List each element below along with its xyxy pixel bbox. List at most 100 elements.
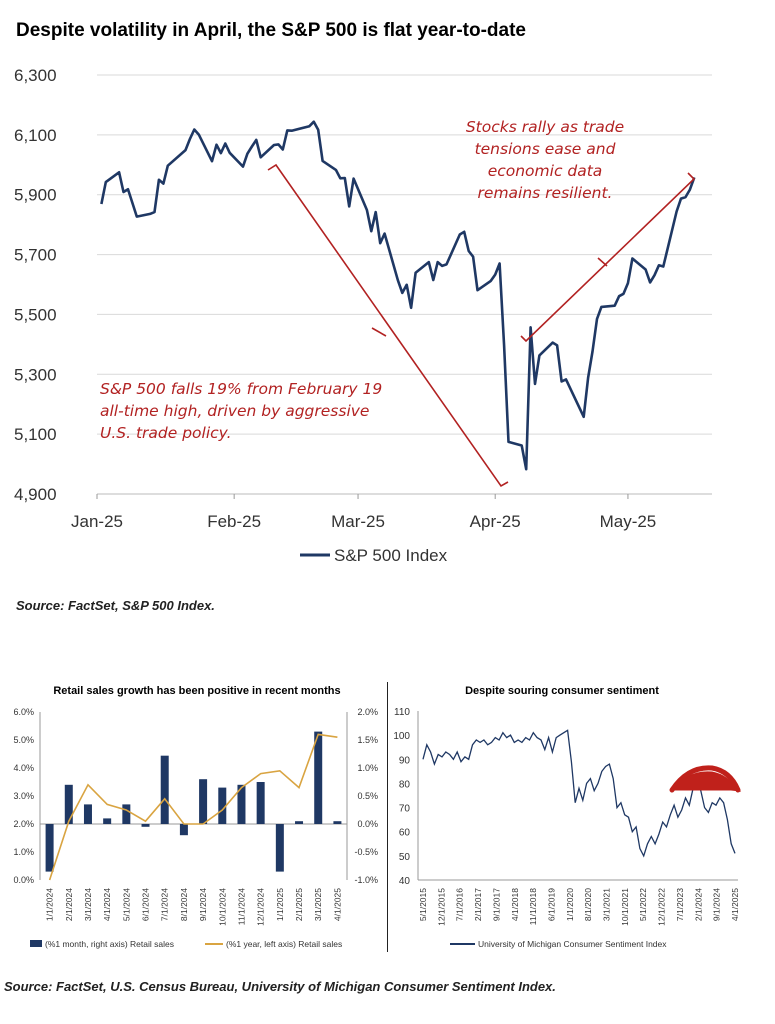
x-tick-label: 3/1/2025 (313, 888, 323, 921)
y-right-tick-label: 0.0% (357, 819, 378, 829)
y-right-tick-label: 2.0% (357, 707, 378, 717)
legend-label: S&P 500 Index (334, 546, 448, 565)
rally-annotation-line: Stocks rally as trade (465, 118, 625, 136)
x-tick-label: 9/1/2024 (712, 888, 722, 921)
x-tick-label: 3/1/2024 (83, 888, 93, 921)
x-tick-label: 12/1/2024 (256, 888, 266, 926)
y-tick-label: 100 (393, 731, 410, 742)
y-tick-label: 80 (399, 779, 411, 790)
x-tick-label: 12/1/2015 (436, 888, 446, 926)
x-tick-label: 2/1/2017 (473, 888, 483, 921)
y-tick-label: 5,500 (14, 305, 57, 324)
retail-month-bar (314, 731, 323, 824)
y-tick-label: 5,300 (14, 365, 57, 384)
x-tick-label: 10/1/2021 (620, 888, 630, 926)
x-tick-label: 7/1/2024 (160, 888, 170, 921)
chart-divider (387, 682, 388, 952)
y-left-tick-label: 0.0% (13, 875, 34, 885)
x-tick-label: 4/1/2024 (102, 888, 112, 921)
x-tick-label: 8/1/2024 (179, 888, 189, 921)
retail-month-bar (199, 779, 208, 824)
retail-year-line (48, 733, 338, 881)
rally-annotation-line: tensions ease and (474, 140, 616, 158)
sentiment-line (422, 729, 736, 858)
rally-bracket (520, 172, 696, 343)
source-note: Source: FactSet, U.S. Census Bureau, Uni… (4, 979, 556, 994)
x-tick-label: 2/1/2025 (294, 888, 304, 921)
x-tick-label: Jan-25 (71, 512, 123, 531)
y-left-tick-label: 5.0% (13, 735, 34, 745)
x-tick-label: 7/1/2023 (675, 888, 685, 921)
chart-title: Despite volatility in April, the S&P 500… (16, 20, 526, 41)
x-tick-label: 4/1/2018 (510, 888, 520, 921)
legend-label: (%1 month, right axis) Retail sales (45, 939, 174, 949)
x-tick-label: May-25 (600, 512, 657, 531)
legend-swatch (30, 940, 42, 947)
fall-annotation-line: all-time high, driven by aggressive (100, 402, 370, 420)
legend-label: University of Michigan Consumer Sentimen… (478, 939, 667, 949)
retail-month-bar (218, 787, 227, 824)
x-tick-label: 1/1/2025 (275, 888, 285, 921)
x-tick-label: 2/1/2024 (64, 888, 74, 921)
fall-annotation-line: U.S. trade policy. (100, 424, 232, 442)
y-right-tick-label: -1.0% (354, 875, 378, 885)
x-tick-label: 1/1/2020 (565, 888, 575, 921)
retail-month-bar (179, 824, 188, 836)
y-tick-label: 5,100 (14, 425, 57, 444)
x-tick-label: 1/1/2024 (45, 888, 55, 921)
retail-month-bar (122, 804, 131, 824)
retail-month-bar (256, 782, 265, 824)
retail-month-bar (160, 755, 169, 824)
y-left-tick-label: 4.0% (13, 763, 34, 773)
y-tick-label: 70 (399, 804, 411, 815)
fall-annotation-line: S&P 500 falls 19% from February 19 (100, 380, 383, 398)
y-tick-label: 6,300 (14, 66, 57, 85)
y-tick-label: 50 (399, 852, 411, 863)
chart-title-retail: Retail sales growth has been positive in… (53, 685, 340, 697)
y-tick-label: 60 (399, 828, 411, 839)
x-tick-label: 6/1/2019 (546, 888, 556, 921)
x-tick-label: 11/1/2018 (528, 888, 538, 925)
x-tick-label: 5/1/2015 (418, 888, 428, 921)
y-tick-label: 5,900 (14, 186, 57, 205)
y-tick-label: 5,700 (14, 246, 57, 265)
fall-annotation: S&P 500 falls 19% from February 19 all-t… (100, 378, 420, 444)
rally-annotation-line: remains resilient. (477, 184, 613, 202)
retail-month-bar (103, 818, 112, 824)
x-tick-label: 5/1/2022 (638, 888, 648, 921)
x-tick-label: 10/1/2024 (217, 888, 227, 926)
y-tick-label: 4,900 (14, 485, 57, 504)
x-tick-label: 11/1/2024 (236, 888, 246, 925)
y-left-tick-label: 2.0% (13, 819, 34, 829)
x-tick-label: Apr-25 (470, 512, 521, 531)
retail-month-bar (237, 784, 246, 824)
retail-month-bar (141, 824, 150, 827)
legend-label: (%1 year, left axis) Retail sales (226, 939, 342, 949)
y-left-tick-label: 3.0% (13, 791, 34, 801)
y-right-tick-label: 1.0% (357, 763, 378, 773)
retail-month-bar (295, 821, 304, 824)
x-tick-label: 9/1/2017 (491, 888, 501, 921)
retail-month-bar (333, 821, 342, 824)
y-tick-label: 90 (399, 755, 411, 766)
y-tick-label: 6,100 (14, 126, 57, 145)
x-tick-label: 8/1/2020 (583, 888, 593, 921)
x-tick-label: Mar-25 (331, 512, 385, 531)
x-tick-label: 6/1/2024 (141, 888, 151, 921)
x-tick-label: 12/1/2022 (657, 888, 667, 926)
y-left-tick-label: 1.0% (13, 847, 34, 857)
red-arrow-icon (669, 765, 741, 793)
y-right-tick-label: 0.5% (357, 791, 378, 801)
x-tick-label: 2/1/2024 (693, 888, 703, 921)
rally-annotation-line: economic data (487, 162, 603, 180)
fall-bracket (267, 163, 509, 488)
retail-month-bar (275, 824, 284, 872)
y-right-tick-label: -0.5% (354, 847, 378, 857)
rally-annotation: Stocks rally as trade tensions ease and … (420, 116, 670, 204)
retail-month-bar (83, 804, 92, 824)
y-tick-label: 110 (394, 707, 410, 718)
y-right-tick-label: 1.5% (357, 735, 378, 745)
y-left-tick-label: 6.0% (13, 707, 34, 717)
x-tick-label: 4/1/2025 (332, 888, 342, 921)
